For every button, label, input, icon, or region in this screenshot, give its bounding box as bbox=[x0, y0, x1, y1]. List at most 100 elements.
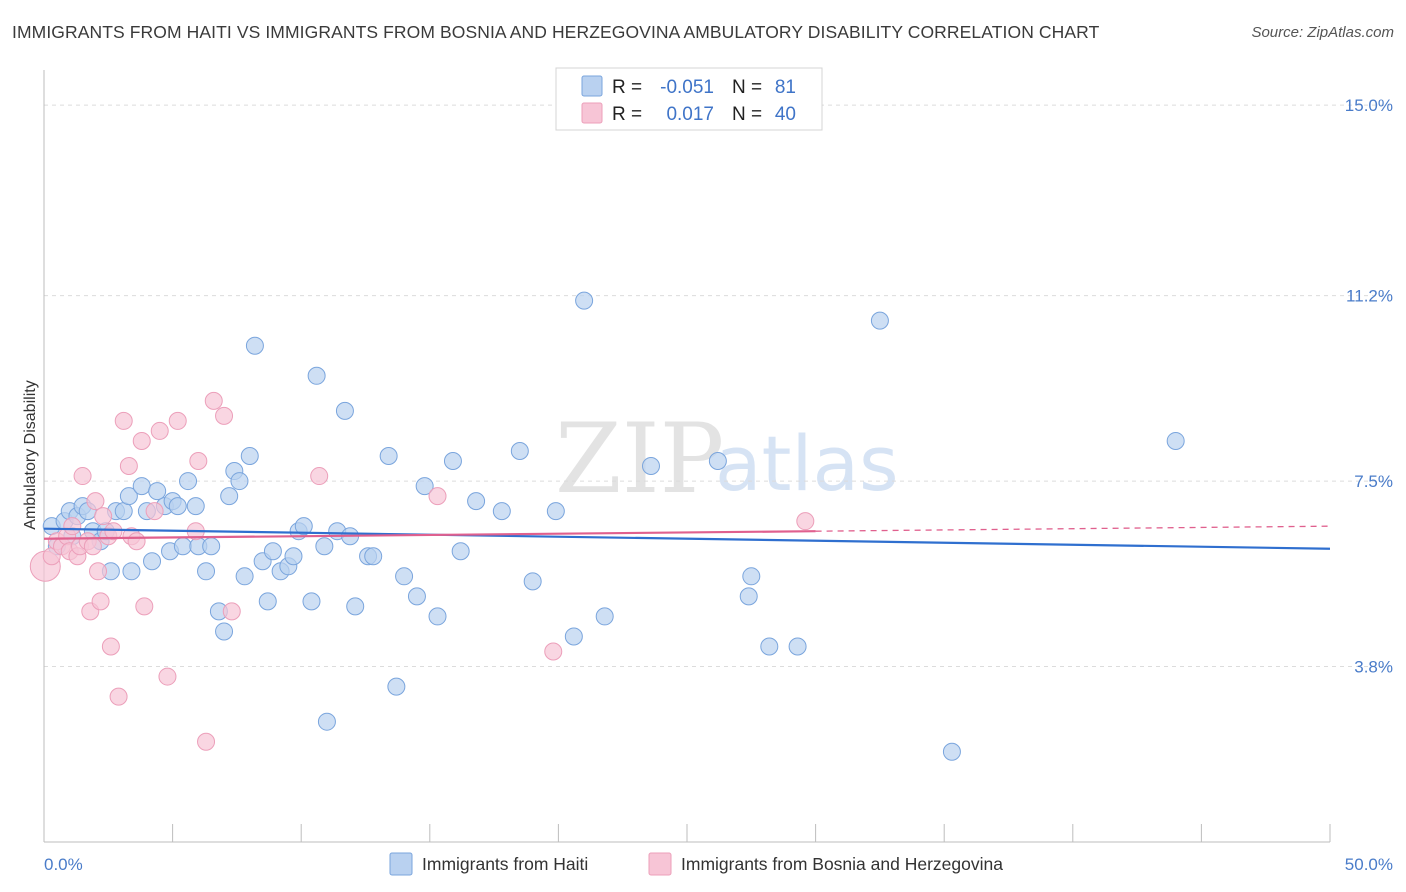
chart-title: IMMIGRANTS FROM HAITI VS IMMIGRANTS FROM… bbox=[12, 22, 1100, 42]
haiti-point-47 bbox=[307, 366, 326, 385]
haiti-point-66 bbox=[510, 441, 529, 460]
haiti-point-48 bbox=[315, 537, 334, 556]
bosnia-trend-line bbox=[43, 530, 816, 540]
legend-r-label-bosnia: R = bbox=[612, 104, 642, 125]
bosnia-point-19 bbox=[104, 522, 123, 541]
legend-n-value-bosnia: 40 bbox=[775, 104, 796, 125]
bosnia-point-26 bbox=[135, 597, 154, 616]
haiti-point-79 bbox=[942, 742, 961, 761]
bottom-legend-label-bosnia: Immigrants from Bosnia and Herzegovina bbox=[681, 854, 1003, 874]
bosnia-point-39 bbox=[544, 642, 563, 661]
haiti-point-65 bbox=[492, 502, 511, 521]
haiti-point-69 bbox=[564, 627, 583, 646]
axes bbox=[43, 70, 1331, 843]
haiti-point-13 bbox=[114, 502, 133, 521]
bosnia-point-15 bbox=[91, 592, 110, 611]
bosnia-point-16 bbox=[94, 507, 113, 526]
bosnia-point-14 bbox=[89, 562, 108, 581]
y-tick-label-0: 3.8% bbox=[1354, 658, 1393, 677]
haiti-point-68 bbox=[546, 502, 565, 521]
bosnia-point-22 bbox=[119, 457, 138, 476]
haiti-point-23 bbox=[168, 497, 187, 516]
bottom-legend-label-haiti: Immigrants from Haiti bbox=[422, 854, 588, 874]
bosnia-point-29 bbox=[158, 667, 177, 686]
watermark-atlas: atlas bbox=[715, 419, 899, 508]
y-tick-labels: 3.8% 7.5% 11.2% 15.0% bbox=[1345, 96, 1393, 676]
bosnia-point-6 bbox=[63, 517, 82, 536]
bosnia-point-9 bbox=[73, 467, 92, 486]
legend-swatch-haiti bbox=[581, 75, 603, 97]
series-bosnia-points bbox=[29, 391, 815, 751]
series-legend: Immigrants from Haiti Immigrants from Bo… bbox=[389, 852, 1003, 876]
bosnia-point-13 bbox=[86, 492, 105, 511]
bosnia-point-36 bbox=[222, 602, 241, 621]
y-tick-label-3: 15.0% bbox=[1345, 96, 1393, 115]
haiti-point-25 bbox=[179, 472, 198, 491]
haiti-point-43 bbox=[284, 547, 303, 566]
bosnia-trend-line-extension bbox=[815, 525, 1331, 532]
bosnia-point-12 bbox=[83, 537, 102, 556]
bottom-legend-swatch-haiti bbox=[389, 852, 413, 876]
bosnia-point-20 bbox=[109, 687, 128, 706]
bosnia-point-30 bbox=[168, 411, 187, 430]
bosnia-point-25 bbox=[132, 431, 151, 450]
legend-r-label-haiti: R = bbox=[612, 77, 642, 98]
haiti-point-24 bbox=[173, 537, 192, 556]
y-tick-label-1: 7.5% bbox=[1354, 472, 1393, 491]
bosnia-point-34 bbox=[204, 391, 223, 410]
haiti-point-40 bbox=[263, 542, 282, 561]
haiti-point-58 bbox=[395, 567, 414, 586]
bosnia-point-37 bbox=[310, 467, 329, 486]
haiti-point-15 bbox=[122, 562, 141, 581]
haiti-point-75 bbox=[742, 567, 761, 586]
haiti-point-78 bbox=[870, 311, 889, 330]
bosnia-point-18 bbox=[101, 637, 120, 656]
haiti-point-73 bbox=[708, 452, 727, 471]
haiti-point-64 bbox=[467, 492, 486, 511]
haiti-point-32 bbox=[220, 487, 239, 506]
y-axis-label: Ambulatory Disability bbox=[22, 380, 39, 529]
legend-n-label-bosnia: N = bbox=[732, 104, 762, 125]
haiti-point-51 bbox=[335, 401, 354, 420]
haiti-point-70 bbox=[575, 291, 594, 310]
bosnia-point-35 bbox=[215, 406, 234, 425]
bottom-legend-swatch-bosnia bbox=[648, 852, 672, 876]
bosnia-point-40 bbox=[796, 512, 815, 531]
correlation-legend: R = -0.051 N = 81 R = 0.017 N = 40 bbox=[555, 67, 823, 131]
watermark: ZIP atlas bbox=[555, 403, 899, 515]
haiti-point-18 bbox=[143, 552, 162, 571]
haiti-point-80 bbox=[1166, 431, 1185, 450]
haiti-point-31 bbox=[215, 622, 234, 641]
haiti-point-61 bbox=[428, 607, 447, 626]
legend-r-value-bosnia: 0.017 bbox=[666, 104, 714, 125]
legend-n-label-haiti: N = bbox=[732, 77, 762, 98]
x-tick-labels: 0.0% 50.0% bbox=[44, 855, 1393, 874]
haiti-point-26 bbox=[186, 497, 205, 516]
haiti-point-34 bbox=[230, 472, 249, 491]
haiti-point-56 bbox=[379, 447, 398, 465]
haiti-point-62 bbox=[443, 452, 462, 471]
haiti-point-29 bbox=[202, 537, 221, 556]
bosnia-point-24 bbox=[127, 532, 146, 551]
source-credit: Source: ZipAtlas.com bbox=[1251, 24, 1394, 41]
watermark-zip: ZIP bbox=[555, 403, 724, 515]
legend-swatch-bosnia bbox=[581, 102, 603, 124]
bosnia-point-33 bbox=[197, 732, 216, 751]
haiti-point-60 bbox=[415, 477, 434, 496]
legend-r-value-haiti: -0.051 bbox=[660, 77, 714, 98]
haiti-point-59 bbox=[407, 587, 426, 606]
haiti-point-28 bbox=[197, 562, 216, 581]
x-tick-label-1: 50.0% bbox=[1345, 855, 1393, 874]
haiti-point-46 bbox=[302, 592, 321, 611]
haiti-point-72 bbox=[641, 457, 660, 476]
haiti-point-71 bbox=[595, 607, 614, 626]
haiti-point-57 bbox=[387, 677, 406, 696]
haiti-point-39 bbox=[258, 592, 277, 611]
bosnia-point-38 bbox=[428, 487, 447, 506]
grid-lines bbox=[44, 104, 1390, 668]
haiti-point-63 bbox=[451, 542, 470, 561]
haiti-point-19 bbox=[148, 482, 167, 501]
y-tick-label-2: 11.2% bbox=[1346, 287, 1393, 306]
haiti-point-36 bbox=[240, 447, 259, 465]
